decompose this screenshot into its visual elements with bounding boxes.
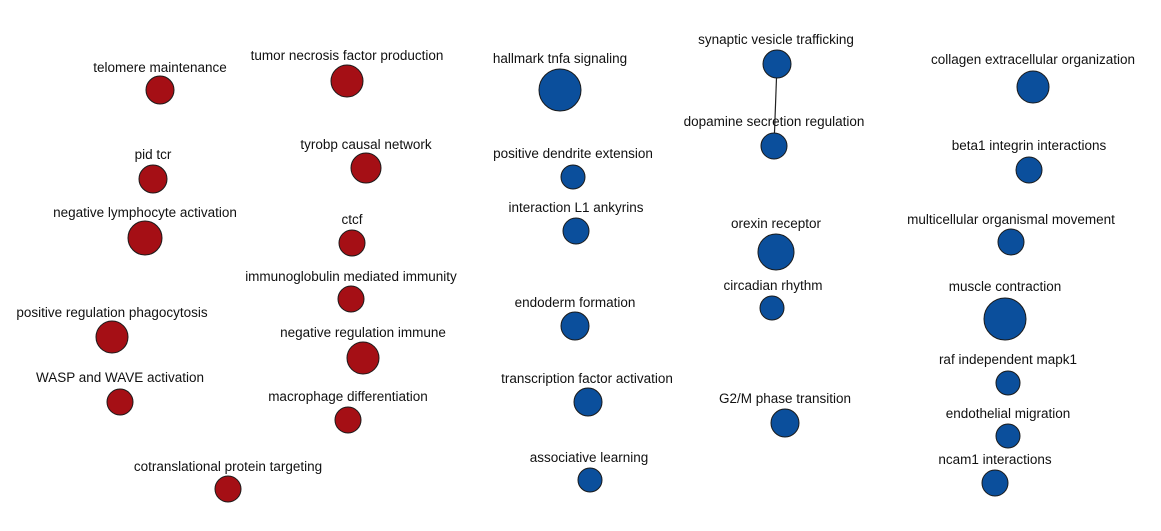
node-hallmark-tnfa-signaling[interactable] <box>538 68 582 112</box>
node-label-multicellular-organismal-movement: multicellular organismal movement <box>907 212 1115 227</box>
node-label-macrophage-differentiation: macrophage differentiation <box>268 389 428 404</box>
node-label-tumor-necrosis-factor-production: tumor necrosis factor production <box>251 48 444 63</box>
node-label-cotranslational-protein-targeting: cotranslational protein targeting <box>134 459 322 474</box>
node-label-telomere-maintenance: telomere maintenance <box>93 60 227 75</box>
node-associative-learning[interactable] <box>577 467 603 493</box>
node-label-raf-independent-mapk1: raf independent mapk1 <box>939 352 1077 367</box>
node-endothelial-migration[interactable] <box>995 423 1021 449</box>
node-tumor-necrosis-factor-production[interactable] <box>330 64 364 98</box>
node-macrophage-differentiation[interactable] <box>334 406 362 434</box>
node-interaction-l1-ankyrins[interactable] <box>562 217 590 245</box>
node-label-wasp-and-wave-activation: WASP and WAVE activation <box>36 370 204 385</box>
node-collagen-extracellular-organization[interactable] <box>1016 70 1050 104</box>
node-orexin-receptor[interactable] <box>757 233 795 271</box>
node-muscle-contraction[interactable] <box>983 297 1027 341</box>
node-label-muscle-contraction: muscle contraction <box>949 279 1062 294</box>
node-label-beta1-integrin-interactions: beta1 integrin interactions <box>952 138 1107 153</box>
node-multicellular-organismal-movement[interactable] <box>997 228 1025 256</box>
node-label-dopamine-secretion-regulation: dopamine secretion regulation <box>684 114 865 129</box>
node-label-circadian-rhythm: circadian rhythm <box>723 278 822 293</box>
node-label-transcription-factor-activation: transcription factor activation <box>501 371 673 386</box>
node-negative-regulation-immune[interactable] <box>346 341 380 375</box>
node-beta1-integrin-interactions[interactable] <box>1015 156 1043 184</box>
node-raf-independent-mapk1[interactable] <box>995 370 1021 396</box>
node-tyrobp-causal-network[interactable] <box>350 152 382 184</box>
node-label-associative-learning: associative learning <box>530 450 649 465</box>
node-label-immunoglobulin-mediated-immunity: immunoglobulin mediated immunity <box>245 269 457 284</box>
node-dopamine-secretion-regulation[interactable] <box>760 132 788 160</box>
node-positive-dendrite-extension[interactable] <box>560 164 586 190</box>
node-label-negative-regulation-immune: negative regulation immune <box>280 325 446 340</box>
node-label-collagen-extracellular-organization: collagen extracellular organization <box>931 52 1135 67</box>
node-label-endoderm-formation: endoderm formation <box>515 295 636 310</box>
node-label-interaction-l1-ankyrins: interaction L1 ankyrins <box>508 200 643 215</box>
node-label-endothelial-migration: endothelial migration <box>946 406 1071 421</box>
node-endoderm-formation[interactable] <box>560 311 590 341</box>
node-negative-lymphocyte-activation[interactable] <box>127 220 163 256</box>
node-label-orexin-receptor: orexin receptor <box>731 216 822 231</box>
node-g2m-phase-transition[interactable] <box>770 408 800 438</box>
node-transcription-factor-activation[interactable] <box>573 387 603 417</box>
node-label-hallmark-tnfa-signaling: hallmark tnfa signaling <box>493 51 627 66</box>
node-label-ctcf: ctcf <box>341 212 362 227</box>
node-immunoglobulin-mediated-immunity[interactable] <box>337 285 365 313</box>
node-circadian-rhythm[interactable] <box>759 295 785 321</box>
node-synaptic-vesicle-trafficking[interactable] <box>762 49 792 79</box>
labels-layer: telomere maintenance tumor necrosis facto… <box>16 32 1135 474</box>
node-label-negative-lymphocyte-activation: negative lymphocyte activation <box>53 205 237 220</box>
node-telomere-maintenance[interactable] <box>145 75 175 105</box>
node-wasp-and-wave-activation[interactable] <box>106 388 134 416</box>
node-label-positive-regulation-phagocytosis: positive regulation phagocytosis <box>16 305 208 320</box>
node-label-positive-dendrite-extension: positive dendrite extension <box>493 146 653 161</box>
node-label-ncam1-interactions: ncam1 interactions <box>938 452 1052 467</box>
node-label-g2m-phase-transition: G2/M phase transition <box>719 391 851 406</box>
node-pid-tcr[interactable] <box>138 164 168 194</box>
nodes-layer <box>95 49 1050 503</box>
node-positive-regulation-phagocytosis[interactable] <box>95 320 129 354</box>
node-label-synaptic-vesicle-trafficking: synaptic vesicle trafficking <box>698 32 854 47</box>
node-ncam1-interactions[interactable] <box>981 469 1009 497</box>
node-label-pid-tcr: pid tcr <box>135 147 172 162</box>
node-ctcf[interactable] <box>338 229 366 257</box>
node-label-tyrobp-causal-network: tyrobp causal network <box>300 137 432 152</box>
node-cotranslational-protein-targeting[interactable] <box>214 475 242 503</box>
